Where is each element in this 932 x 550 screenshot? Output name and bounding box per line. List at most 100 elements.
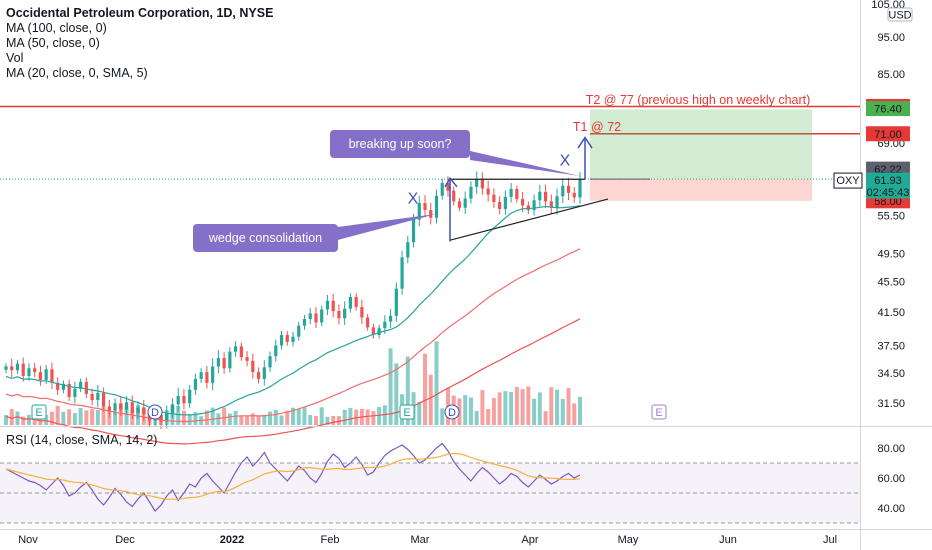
candle-body[interactable]: [366, 317, 370, 328]
candle-body[interactable]: [348, 296, 352, 309]
candle-body[interactable]: [10, 366, 14, 371]
candle-body[interactable]: [21, 363, 25, 376]
symbol-tag-box[interactable]: [833, 172, 863, 189]
candle-body[interactable]: [561, 185, 565, 197]
tag-t1-box[interactable]: [866, 126, 910, 142]
candle-body[interactable]: [538, 191, 542, 201]
earnings-marker-badge[interactable]: [399, 404, 415, 420]
legend-ma20[interactable]: MA (20, close, 0, SMA, 5): [6, 66, 148, 80]
candle-body[interactable]: [377, 328, 381, 335]
candle-body[interactable]: [446, 183, 450, 191]
rsi-pane[interactable]: [0, 452, 860, 524]
candle-body[interactable]: [578, 179, 582, 198]
candle-body[interactable]: [320, 309, 324, 323]
candle-body[interactable]: [262, 367, 266, 379]
candle-body[interactable]: [469, 186, 473, 199]
legend-ma100[interactable]: MA (100, close, 0): [6, 21, 107, 35]
candle-body[interactable]: [291, 336, 295, 342]
candle-body[interactable]: [101, 392, 106, 407]
candle-body[interactable]: [532, 200, 536, 211]
candle-body[interactable]: [526, 205, 530, 211]
candle-body[interactable]: [325, 300, 330, 310]
candle-body[interactable]: [130, 402, 134, 413]
candle-body[interactable]: [228, 351, 232, 369]
candle-body[interactable]: [56, 382, 60, 390]
price-pane[interactable]: [4, 171, 582, 512]
candle-body[interactable]: [394, 288, 398, 316]
candle-body[interactable]: [308, 313, 312, 320]
candle-body[interactable]: [256, 372, 261, 379]
candle-body[interactable]: [211, 366, 215, 383]
earnings-marker-badge[interactable]: [651, 404, 667, 420]
breaking-callout-box[interactable]: [330, 130, 470, 158]
candle-body[interactable]: [509, 189, 513, 197]
candle-body[interactable]: [417, 203, 421, 220]
candle-body[interactable]: [245, 357, 249, 361]
target-zone[interactable]: [590, 109, 812, 180]
candle-body[interactable]: [113, 403, 117, 411]
candle-body[interactable]: [297, 325, 301, 337]
wedge-callout-box[interactable]: [193, 224, 338, 252]
candle-body[interactable]: [371, 327, 375, 335]
candle-body[interactable]: [406, 242, 410, 258]
candle-body[interactable]: [555, 196, 559, 208]
candle-body[interactable]: [50, 369, 54, 383]
candle-body[interactable]: [33, 368, 37, 373]
candle-body[interactable]: [188, 389, 192, 404]
candle-body[interactable]: [79, 381, 83, 389]
candle-body[interactable]: [182, 395, 186, 404]
legend-ma50[interactable]: MA (50, close, 0): [6, 36, 100, 50]
dividend-marker-badge[interactable]: [147, 404, 163, 420]
legend-vol[interactable]: Vol: [6, 51, 24, 65]
candle-body[interactable]: [234, 346, 238, 352]
candle-body[interactable]: [360, 307, 364, 318]
candle-body[interactable]: [285, 334, 289, 342]
candle-body[interactable]: [331, 300, 335, 312]
candle-body[interactable]: [67, 383, 71, 397]
candle-body[interactable]: [222, 358, 226, 369]
candle-body[interactable]: [302, 319, 307, 326]
candle-body[interactable]: [463, 198, 467, 208]
candle-body[interactable]: [279, 334, 284, 346]
currency-box[interactable]: [887, 7, 913, 22]
candle-body[interactable]: [400, 257, 404, 289]
symbol-title[interactable]: Occidental Petroleum Corporation, 1D, NY…: [6, 6, 274, 20]
candle-body[interactable]: [521, 199, 525, 206]
candle-body[interactable]: [216, 358, 220, 367]
candle-body[interactable]: [44, 369, 48, 380]
candle-body[interactable]: [452, 190, 456, 202]
candle-body[interactable]: [543, 191, 548, 202]
candle-body[interactable]: [429, 210, 433, 218]
candle-body[interactable]: [84, 381, 88, 394]
stop-zone[interactable]: [590, 179, 812, 201]
candle-body[interactable]: [549, 201, 553, 208]
candle-body[interactable]: [492, 194, 496, 202]
candle-body[interactable]: [90, 393, 94, 401]
candle-body[interactable]: [475, 179, 479, 187]
candle-body[interactable]: [498, 201, 502, 209]
candle-body[interactable]: [107, 406, 111, 411]
candle-body[interactable]: [566, 185, 571, 193]
candle-body[interactable]: [480, 179, 485, 189]
candle-body[interactable]: [423, 203, 427, 211]
candle-body[interactable]: [457, 201, 462, 208]
candle-body[interactable]: [193, 378, 198, 390]
last-price-box[interactable]: [866, 172, 910, 199]
candle-body[interactable]: [38, 372, 43, 380]
candle-body[interactable]: [268, 356, 272, 368]
candle-body[interactable]: [251, 360, 255, 373]
candle-body[interactable]: [440, 183, 444, 196]
candle-body[interactable]: [15, 363, 20, 371]
rsi-legend[interactable]: RSI (14, close, SMA, 14, 2): [6, 433, 158, 447]
candle-body[interactable]: [314, 313, 318, 323]
candle-body[interactable]: [199, 372, 203, 379]
candle-body[interactable]: [388, 315, 393, 322]
candle-body[interactable]: [4, 366, 8, 370]
candle-body[interactable]: [572, 192, 576, 198]
candle-body[interactable]: [27, 368, 31, 376]
earnings-marker-badge[interactable]: [31, 404, 47, 420]
candle-body[interactable]: [274, 345, 278, 357]
candle-body[interactable]: [354, 296, 358, 308]
candle-body[interactable]: [61, 383, 65, 390]
